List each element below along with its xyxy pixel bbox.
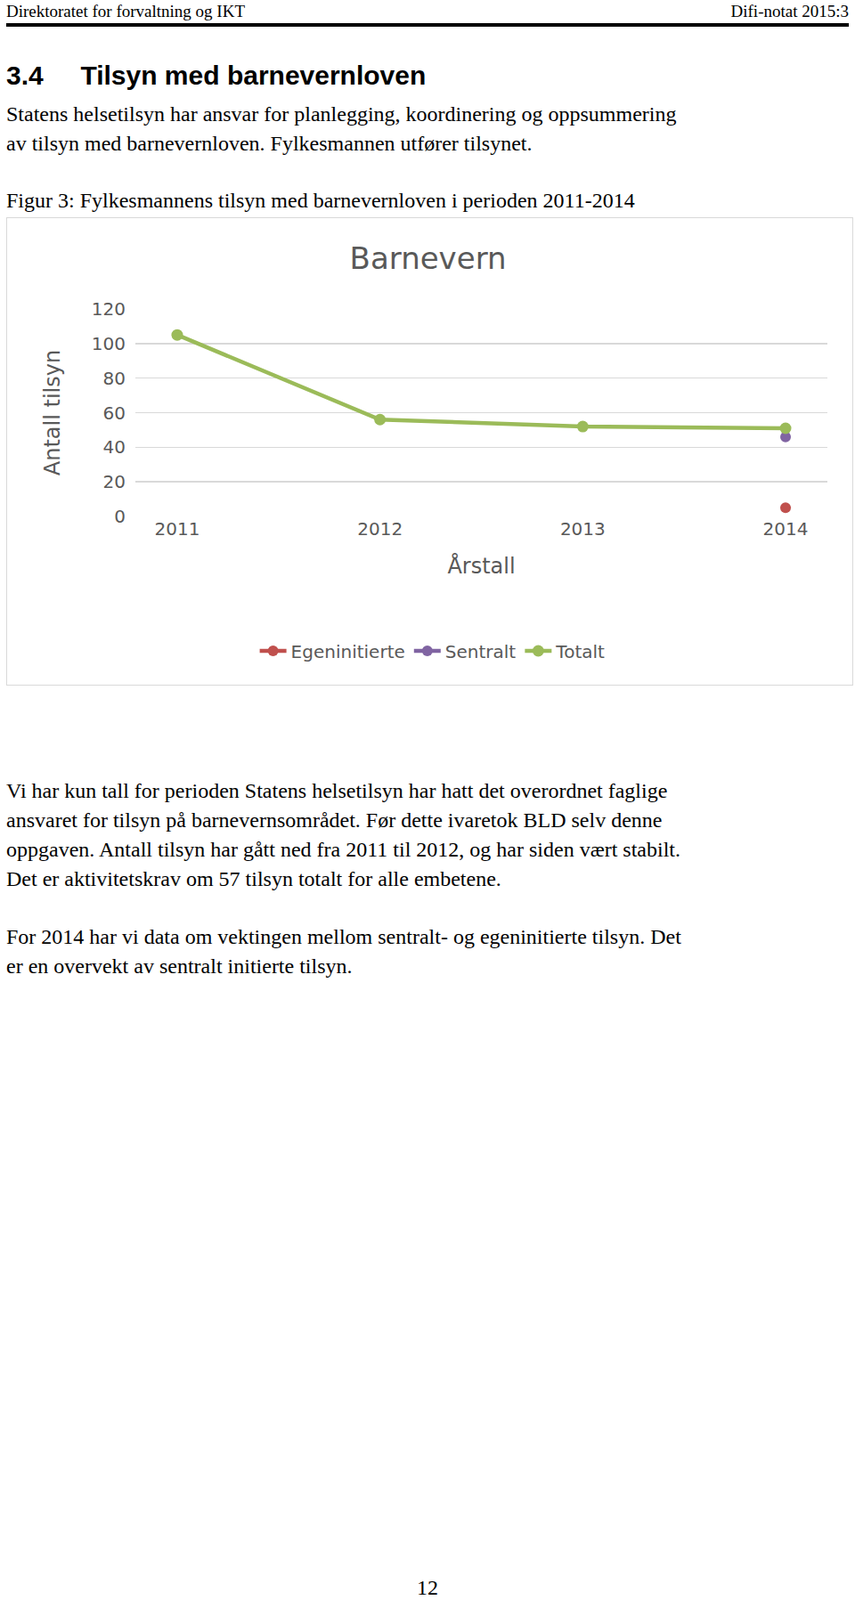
svg-text:120: 120 — [91, 298, 126, 320]
html-text:Statens helsetilsyn har ansvar: Statens helsetilsyn har ansvar for planl… — [6, 102, 677, 126]
svg-text:2014: 2014 — [763, 518, 809, 540]
html-text:3.4 Tilsyn med barnevernloven: 3.4 Tilsyn med barnevernloven — [6, 60, 426, 90]
svg-text:60: 60 — [103, 402, 126, 424]
html-text:Figur 3: Fylkesmannens tilsyn: Figur 3: Fylkesmannens tilsyn med barnev… — [6, 188, 635, 212]
svg-text:Barnevern: Barnevern — [350, 240, 507, 277]
svg-text:Egeninitierte: Egeninitierte — [291, 641, 406, 663]
html-text:Vi har kun tall for perioden S: Vi har kun tall for perioden Statens hel… — [6, 779, 668, 803]
html-text:ansvaret for tilsyn på barneve: ansvaret for tilsyn på barnevernsområdet… — [6, 808, 663, 832]
svg-text:20: 20 — [103, 471, 126, 493]
html-text:Difi-notat 2015:3: Difi-notat 2015:3 — [730, 1, 849, 21]
svg-text:Årstall: Årstall — [447, 553, 515, 579]
svg-text:2013: 2013 — [560, 518, 606, 540]
html-text:12: 12 — [416, 1576, 439, 1600]
svg-text:0: 0 — [114, 505, 126, 528]
svg-text:2011: 2011 — [154, 518, 201, 540]
svg-text:Sentralt: Sentralt — [445, 641, 517, 663]
html-text:For 2014 har vi data om vektin: For 2014 har vi data om vektingen mellom… — [6, 925, 682, 949]
svg-text:2012: 2012 — [357, 518, 403, 540]
svg-text:Totalt: Totalt — [554, 641, 605, 663]
svg-text:Antall tilsyn: Antall tilsyn — [40, 350, 66, 476]
svg-text:40: 40 — [103, 436, 126, 458]
html-text:Det er aktivitetskrav om 57 ti: Det er aktivitetskrav om 57 tilsyn total… — [6, 867, 502, 891]
svg-text:100: 100 — [91, 333, 126, 355]
html-text:av tilsyn med barnevernloven.: av tilsyn med barnevernloven. Fylkesmann… — [6, 131, 533, 155]
html-text:oppgaven. Antall tilsyn har gå: oppgaven. Antall tilsyn har gått ned fra… — [6, 838, 681, 862]
html-text:Direktoratet for forvaltning o: Direktoratet for forvaltning og IKT — [6, 1, 245, 21]
html-text:er en overvekt av sentralt ini: er en overvekt av sentralt initierte til… — [6, 954, 353, 978]
svg-text:80: 80 — [103, 367, 126, 390]
